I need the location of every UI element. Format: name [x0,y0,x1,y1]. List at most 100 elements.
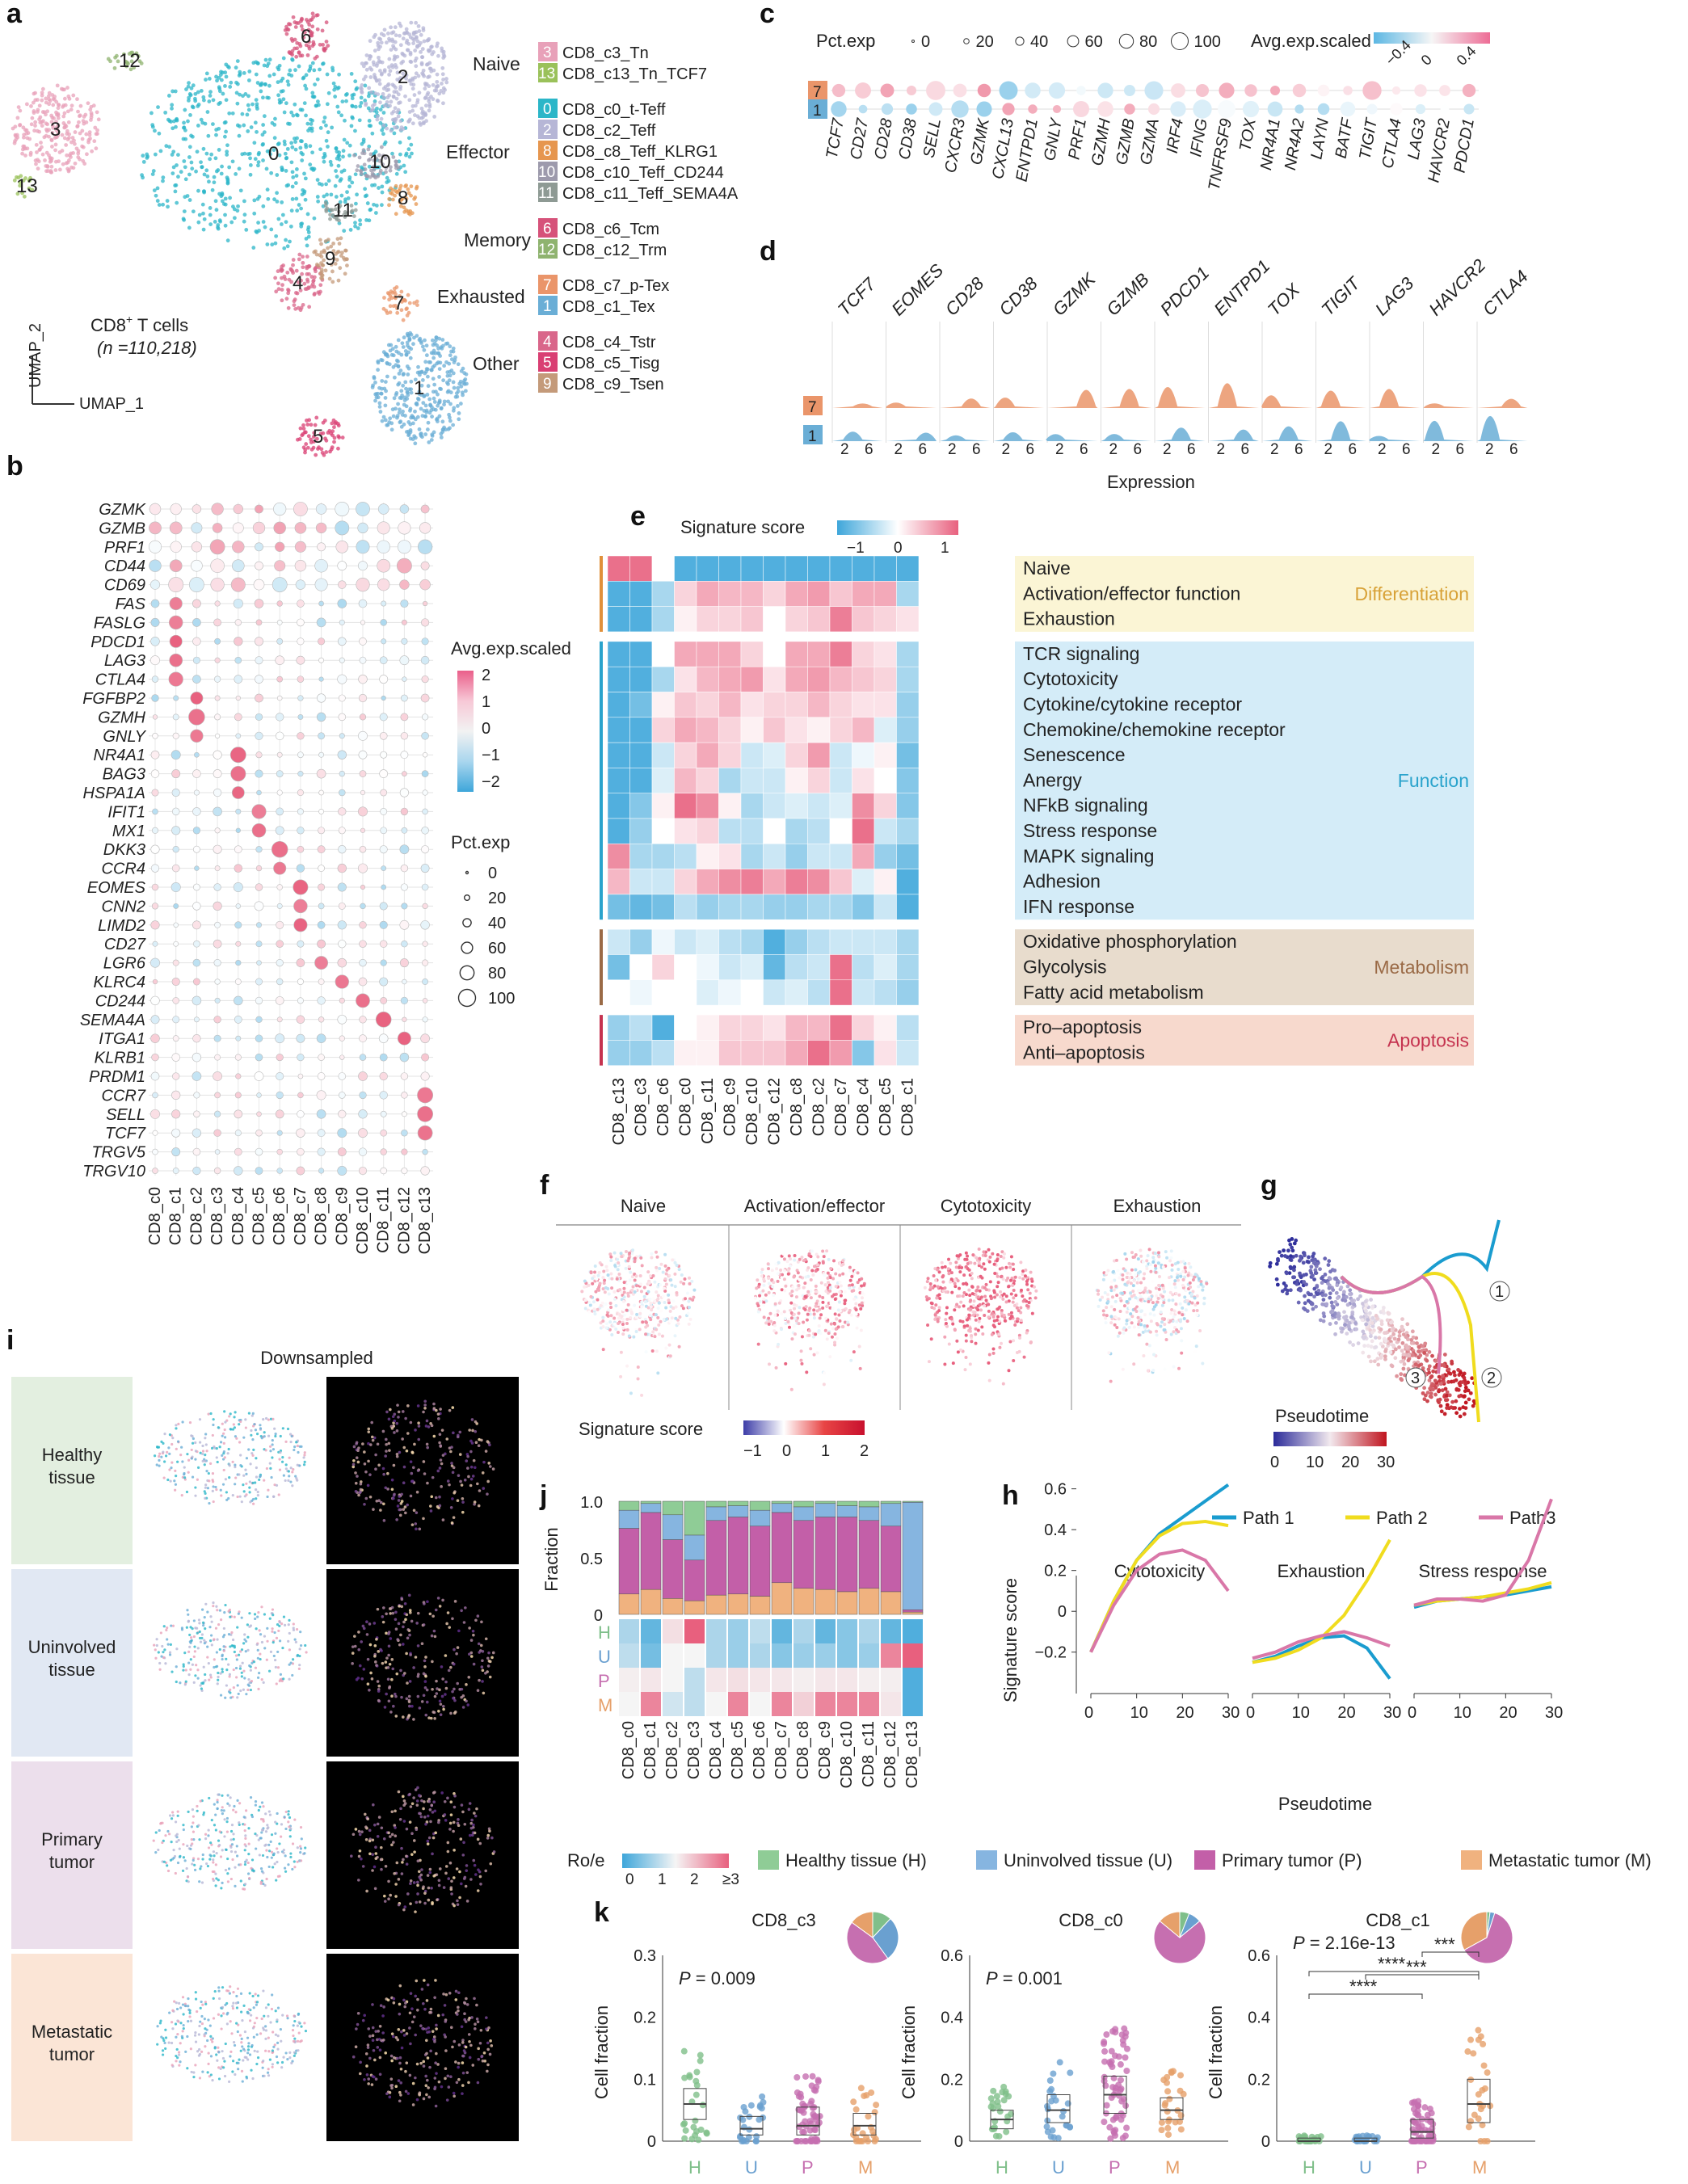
heat-cell [896,666,920,692]
f-point [1113,1278,1117,1282]
heat-cell [674,928,697,955]
f-point [832,1259,836,1263]
umap-point-c3 [23,146,27,151]
umap-point-c3 [51,96,56,101]
umap-point-c1 [407,338,412,343]
umap-point-c3 [36,159,41,164]
umap-point-c1 [376,391,381,396]
f-point [638,1273,642,1277]
f-point [667,1343,671,1347]
dot-FGFBP2-CD8_c7 [297,695,304,701]
umap-point-c6 [293,46,297,51]
umap-point-c0 [152,188,157,193]
gene-label-LIMD2: LIMD2 [98,917,145,935]
umap-point-c9 [316,263,321,268]
umap-point-c3 [33,90,38,95]
size-legend-tick: 20 [488,890,506,907]
umap-point-c3 [38,115,43,120]
umap-point-c0 [289,141,294,145]
f-point [600,1301,604,1305]
dot-CXCR3-1 [951,100,969,118]
umap-point-c1 [424,343,429,348]
f-point [1012,1267,1016,1271]
violin-tick: 6 [1294,441,1303,458]
umap-point-c0 [258,82,263,87]
umap-point-c0 [244,228,249,232]
umap-point-c0 [377,186,381,190]
f-point [991,1347,996,1351]
f-point [583,1307,587,1311]
umap-point-c1 [448,402,453,406]
f-point [791,1285,795,1289]
dot-CD44-CD8_c2 [191,559,203,572]
umap-point-c1 [431,365,436,369]
umap-point-c0 [374,110,379,115]
dot-CD69-CD8_c3 [210,577,225,592]
violin-TCF7-7 [832,403,883,408]
dot-IFIT1-CD8_c10 [358,806,368,817]
f-point [1136,1277,1140,1281]
f-point [593,1312,597,1316]
umap-point-c1 [422,347,427,352]
violin-EOMES-7 [886,402,937,408]
heat-cell [896,793,920,819]
f-point [949,1280,953,1284]
f-point [991,1315,996,1319]
f-point [1148,1312,1152,1316]
umap-point-c8 [414,186,419,191]
f-point [1132,1293,1136,1297]
f-point [656,1297,660,1301]
umap-point-c1 [377,401,382,406]
f-point [1157,1283,1161,1287]
heat-cell [718,581,742,607]
legend-tick: 0 [894,540,903,557]
dot-DKK3-CD8_c0 [150,844,160,854]
f-point [1169,1249,1173,1253]
f-point [760,1268,764,1272]
f-point [1007,1369,1011,1373]
umap-point-c4 [307,305,312,309]
umap-point-c0 [373,211,378,215]
row-label: NFkB signaling [1023,795,1148,816]
dot-SELL-CD8_c10 [358,1109,368,1119]
dot-LGR6-CD8_c9 [337,957,347,968]
umap-point-c0 [297,203,301,207]
gene-label-LAG3: LAG3 [1371,273,1418,320]
f-point [828,1355,832,1359]
f-point [1153,1264,1157,1268]
dot-CD44-CD8_c10 [358,561,368,571]
dot-DKK3-CD8_c9 [338,845,347,854]
f-point [969,1307,973,1311]
f-point [1113,1299,1118,1303]
umap-point-c0 [200,120,205,125]
dot-CCR7-CD8_c2 [193,1092,200,1099]
cluster-label-CD8_c13: CD8_c13 [416,1187,434,1254]
f-point [1127,1325,1131,1329]
umap-point-c2 [398,23,403,28]
f-point [973,1261,977,1265]
umap-point-c0 [269,227,274,232]
dot-GZMB-CD8_c2 [191,522,203,534]
umap-point-c0 [208,222,213,227]
dot-CD44-CD8_c7 [294,560,307,572]
f-point [800,1335,804,1339]
umap-point-c6 [307,23,312,27]
umap-point-c1 [381,414,386,419]
umap-point-c0 [322,116,327,120]
dot-TRGV5-CD8_c6 [276,1148,283,1155]
umap-point-c2 [398,76,402,80]
f-point [1008,1278,1012,1282]
umap-point-c0 [349,124,354,128]
umap-point-c0 [277,63,282,68]
dot-TRGV5-CD8_c5 [255,1147,263,1156]
legend-swatch-5 [538,352,558,372]
umap-point-c0 [307,69,312,73]
umap-point-c1 [449,349,453,354]
f-point [1187,1261,1191,1265]
umap-point-c3 [75,124,80,128]
f-point [788,1325,792,1329]
umap-point-c1 [455,394,460,399]
umap-point-c0 [308,144,313,149]
dot-GZMK-CD8_c8 [315,503,327,515]
f-point [974,1293,978,1297]
